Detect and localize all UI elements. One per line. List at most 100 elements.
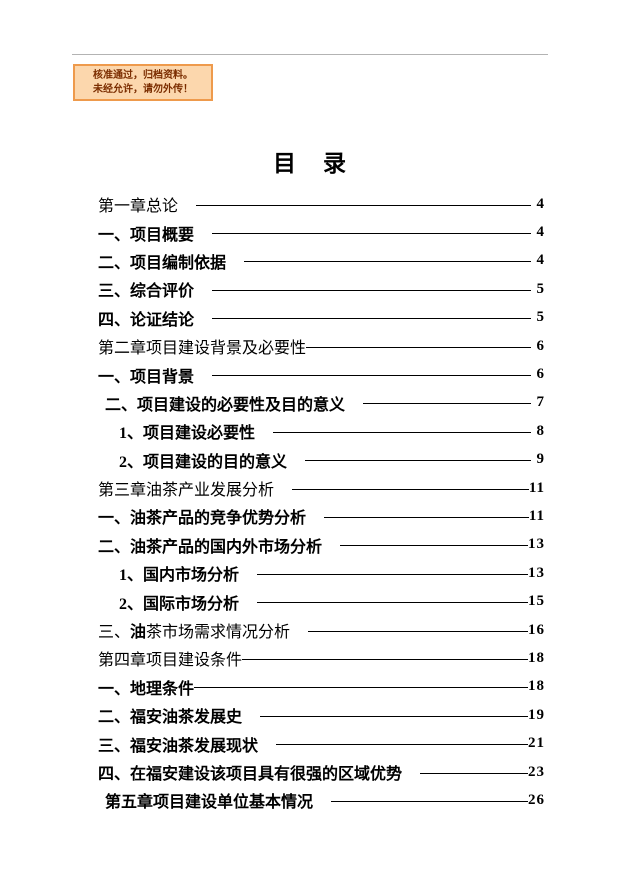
toc-leader-line [260,715,528,717]
toc-page-number: 5 [536,280,545,297]
toc-entry-text: 第一章总论 [98,198,179,216]
toc-leader-line [276,744,528,746]
toc-page-number: 15 [528,593,545,610]
toc-entry-label: 三、油茶市场需求情况分析 [98,618,290,642]
toc-page-number: 11 [528,507,545,524]
toc-entry[interactable]: 一、油茶产品的竞争优势分析 11 [0,502,621,530]
toc-leader-line [308,630,528,632]
toc-entry-text: 三、福安油茶发展现状 [98,737,259,755]
toc-entry[interactable]: 四、在福安建设该项目具有很强的区域优势 23 [0,758,621,786]
toc-entry[interactable]: 三、综合评价 5 [0,275,621,303]
toc-entry-label: 第五章项目建设单位基本情况 [105,788,313,812]
toc-entry-text: 油 [130,624,147,642]
toc-entry[interactable]: 第四章项目建设条件 18 [0,644,621,672]
toc-entry-label: 1、项目建设必要性 [119,419,255,443]
toc-leader-line [212,289,531,291]
toc-entry[interactable]: 第五章项目建设单位基本情况 26 [0,786,621,814]
toc-entry-label: 二、油茶产品的国内外市场分析 [98,533,322,557]
toc-entry-text: 第三章油茶产业发展分析 [98,482,275,500]
toc-entry[interactable]: 1、项目建设必要性 8 [0,417,621,445]
toc-entry-text: 二、项目编制依据 [98,254,227,272]
toc-entry[interactable]: 一、项目概要 4 [0,218,621,246]
toc-page-number: 5 [536,309,545,326]
toc-entry-label: 三、综合评价 [98,277,194,301]
toc-leader-line [363,403,531,405]
toc-entry-label: 第二章项目建设背景及必要性 [98,334,306,358]
toc-entry-label: 第三章油茶产业发展分析 [98,476,274,500]
toc-entry[interactable]: 第一章总论 4 [0,190,621,218]
toc-leader-line [257,602,528,604]
toc-list: 第一章总论 4 一、项目概要 4 二、项目编制依据 4 三、综合评价 5 四、论… [0,190,621,815]
toc-entry-text: 二、福安油茶发展史 [98,709,243,727]
toc-entry-text: 二、项目建设的必要性及目的意义 [105,396,346,414]
toc-leader-line [420,772,528,774]
toc-entry-text: 一、地理条件 [98,680,195,698]
toc-page-number: 11 [528,479,545,496]
toc-page-number: 9 [536,451,545,468]
toc-entry[interactable]: 1、国内市场分析 13 [0,559,621,587]
stamp-line-2: 未经允许，请勿外传！ [93,83,193,95]
toc-entry[interactable]: 第三章油茶产业发展分析 11 [0,474,621,502]
toc-entry-text: 2、项目建设的目的意义 [119,453,288,471]
toc-entry-label: 一、油茶产品的竞争优势分析 [98,504,306,528]
toc-entry-label: 第四章项目建设条件 [98,646,242,670]
toc-entry-label: 四、论证结论 [98,306,194,330]
toc-page-number: 18 [528,649,545,666]
toc-entry-label: 2、项目建设的目的意义 [119,448,287,472]
toc-leader-line [212,375,531,377]
toc-entry[interactable]: 二、项目编制依据 4 [0,247,621,275]
toc-entry-label: 一、项目概要 [98,221,194,245]
toc-leader-line [196,204,531,206]
toc-page-number: 6 [536,337,545,354]
toc-page-number: 19 [528,706,545,723]
stamp-line-1: 核准通过，归档资料。 [93,69,193,81]
toc-entry[interactable]: 一、地理条件 18 [0,673,621,701]
approval-stamp: 核准通过，归档资料。 未经允许，请勿外传！ [73,64,213,101]
toc-entry[interactable]: 第二章项目建设背景及必要性 6 [0,332,621,360]
toc-entry[interactable]: 四、论证结论 5 [0,304,621,332]
toc-leader-line [212,233,531,235]
toc-entry[interactable]: 三、油茶市场需求情况分析 16 [0,616,621,644]
toc-entry-label: 二、福安油茶发展史 [98,703,242,727]
toc-page-number: 6 [536,366,545,383]
toc-page-number: 4 [536,195,545,212]
toc-entry-text: 四、论证结论 [98,311,195,329]
toc-entry-text: 第四章项目建设条件 [98,652,243,670]
toc-entry-label: 四、在福安建设该项目具有很强的区域优势 [98,760,402,784]
toc-leader-line [194,687,528,689]
toc-entry-text: 一、项目背景 [98,368,195,386]
toc-leader-line [305,460,531,462]
toc-page-number: 13 [528,564,545,581]
toc-entry-text: 1、国内市场分析 [119,567,240,585]
toc-entry-text: 茶市场需求情况分析 [146,624,291,642]
toc-leader-line [331,800,528,802]
toc-leader-line [340,545,528,547]
toc-entry[interactable]: 三、福安油茶发展现状 21 [0,729,621,757]
toc-entry[interactable]: 2、项目建设的目的意义 9 [0,446,621,474]
toc-entry[interactable]: 一、项目背景 6 [0,360,621,388]
toc-page-number: 7 [536,394,545,411]
toc-page-number: 8 [536,422,545,439]
toc-entry-text: 一、油茶产品的竞争优势分析 [98,510,307,528]
toc-entry-text: 1、项目建设必要性 [119,425,256,443]
toc-entry-text: 三、 [98,624,131,642]
toc-entry-label: 二、项目建设的必要性及目的意义 [105,391,345,415]
toc-leader-line [244,261,531,263]
toc-leader-line [257,573,528,575]
toc-entry-label: 1、国内市场分析 [119,561,239,585]
toc-entry-label: 一、地理条件 [98,675,194,699]
toc-entry-label: 三、福安油茶发展现状 [98,732,258,756]
toc-page-number: 23 [528,763,545,780]
toc-entry-text: 三、综合评价 [98,283,195,301]
toc-entry[interactable]: 二、项目建设的必要性及目的意义 7 [0,389,621,417]
toc-leader-line [273,431,531,433]
toc-entry-text: 四、在福安建设该项目具有很强的区域优势 [98,766,403,783]
toc-entry-text: 二、油茶产品的国内外市场分析 [98,538,323,556]
toc-entry[interactable]: 2、国际市场分析 15 [0,587,621,615]
toc-entry[interactable]: 二、油茶产品的国内外市场分析 13 [0,531,621,559]
toc-page-number: 16 [528,621,545,638]
toc-entry-label: 一、项目背景 [98,363,194,387]
toc-entry-label: 第一章总论 [98,192,178,216]
toc-entry[interactable]: 二、福安油茶发展史 19 [0,701,621,729]
